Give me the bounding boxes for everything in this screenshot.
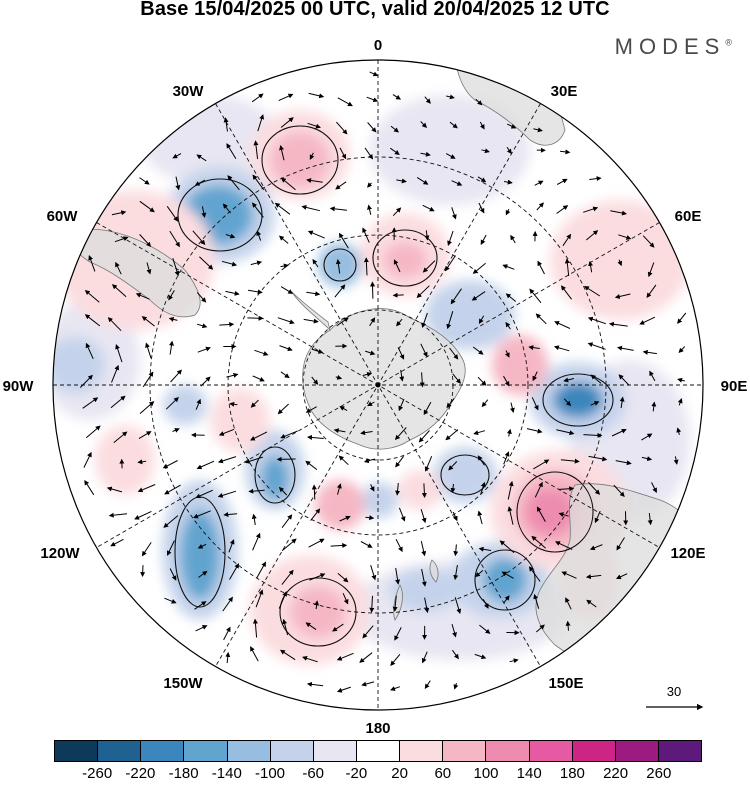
lon-label-60e: 60E [675,208,702,225]
colorbar-swatch [486,741,529,761]
colorbar-tick-label: -100 [255,765,285,782]
colorbar-tick-label: -20 [346,765,368,782]
wind-vector [314,485,315,499]
wind-vector [372,282,373,298]
colorbar-swatch [573,741,616,761]
brand-logo: MODES® [615,34,732,60]
map-title: Base 15/04/2025 00 UTC, valid 20/04/2025… [0,0,750,21]
lon-label-30w: 30W [173,83,205,100]
colorbar-swatch [357,741,400,761]
colorbar-tick-label: -220 [125,765,155,782]
colorbar-tick-label: 220 [603,765,628,782]
colorbar-ticks: -260 -220 -180 -140 -100 -60 -20 20 60 100 140 180 2… [0,765,750,785]
wind-vector [424,483,425,497]
lon-label-120e: 120E [670,545,705,562]
colorbar-tick-label: 20 [391,765,408,782]
colorbar-tick-label: -140 [212,765,242,782]
wind-vector [143,565,144,576]
colorbar-swatch [98,741,141,761]
lon-label-150e: 150E [548,675,583,692]
colorbar-tick-label: 180 [560,765,585,782]
colorbar-tick-label: -180 [169,765,199,782]
colorbar-swatch [271,741,314,761]
colorbar-swatch [55,741,98,761]
colorbar-swatch [314,741,357,761]
lon-label-120w: 120W [40,545,80,562]
colorbar-tick-label: 140 [517,765,542,782]
colorbar-swatch [228,741,271,761]
reference-vector-label: 30 [667,684,681,699]
colorbar-swatch [443,741,486,761]
lon-label-90w: 90W [3,378,35,395]
lon-label-60w: 60W [47,208,79,225]
colorbar-swatch [141,741,184,761]
colorbar-tick-label: -260 [82,765,112,782]
colorbar-swatch [659,741,701,761]
colorbar-tick-label: 100 [473,765,498,782]
colorbar-tick-label: 260 [646,765,671,782]
colorbar-swatch [616,741,659,761]
colorbar-swatch [530,741,573,761]
wind-vector [247,318,262,319]
colorbar-swatch [184,741,227,761]
colorbar [54,740,702,762]
colorbar-swatch [400,741,443,761]
reference-vector: 30 [646,684,702,707]
lon-label-180: 180 [365,720,390,737]
brand-name: MODES [615,34,726,59]
south-pole-marker [376,383,381,388]
lon-label-30e: 30E [551,83,578,100]
colorbar-tick-label: 60 [434,765,451,782]
map-disc [40,50,720,730]
wind-vector [394,295,404,296]
lon-label-90e: 90E [721,378,748,395]
lon-label-150w: 150W [163,675,203,692]
lon-label-0: 0 [374,37,382,54]
colorbar-tick-label: -60 [302,765,324,782]
registered-mark: ® [725,38,732,48]
